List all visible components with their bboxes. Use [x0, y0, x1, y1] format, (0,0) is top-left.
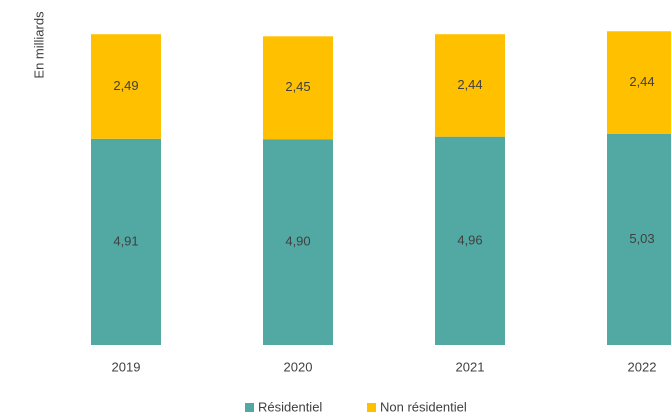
data-label: 4,91 — [113, 233, 138, 248]
bar-segment — [607, 133, 671, 345]
x-tick-label: 2022 — [628, 359, 657, 374]
x-tick-label: 2019 — [112, 359, 141, 374]
bar-segment — [91, 138, 161, 345]
legend-swatch — [245, 403, 254, 412]
bar-segment — [435, 34, 505, 137]
data-label: 4,90 — [285, 234, 310, 249]
y-axis-label: En milliards — [31, 11, 46, 79]
legend-label: Résidentiel — [258, 399, 322, 414]
bar-segment — [607, 31, 671, 134]
data-label: 2,45 — [285, 79, 310, 94]
data-label: 2,49 — [113, 78, 138, 93]
data-label: 4,96 — [457, 232, 482, 247]
data-label: 5,03 — [629, 231, 654, 246]
x-tick-label: 2021 — [456, 359, 485, 374]
bar-segment — [435, 136, 505, 345]
bar-segment — [91, 34, 161, 139]
legend-label: Non résidentiel — [380, 399, 467, 414]
bar-segment — [263, 36, 333, 140]
bar-segment — [263, 139, 333, 345]
data-label: 2,44 — [457, 77, 482, 92]
x-tick-label: 2020 — [284, 359, 313, 374]
data-label: 2,44 — [629, 74, 654, 89]
legend-swatch — [367, 403, 376, 412]
